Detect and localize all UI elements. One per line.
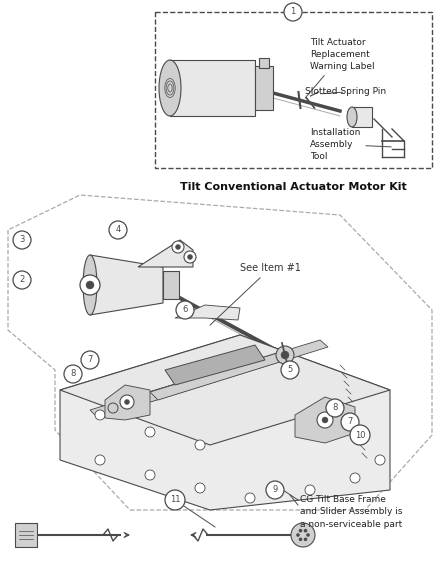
Circle shape	[195, 440, 205, 450]
Circle shape	[13, 271, 31, 289]
Circle shape	[108, 403, 118, 413]
Circle shape	[95, 455, 105, 465]
Circle shape	[284, 3, 302, 21]
Circle shape	[172, 241, 184, 253]
Polygon shape	[90, 255, 163, 315]
Text: Installation
Assembly
Tool: Installation Assembly Tool	[310, 128, 391, 161]
Circle shape	[281, 361, 299, 379]
Polygon shape	[90, 358, 268, 418]
Text: 7: 7	[87, 356, 93, 364]
Circle shape	[299, 529, 302, 533]
Circle shape	[80, 275, 100, 295]
Circle shape	[317, 412, 333, 428]
Circle shape	[145, 427, 155, 437]
Text: 1: 1	[290, 8, 296, 16]
Circle shape	[184, 251, 196, 263]
Circle shape	[350, 425, 370, 445]
Polygon shape	[295, 397, 355, 443]
FancyBboxPatch shape	[170, 60, 255, 116]
Polygon shape	[150, 340, 328, 400]
Circle shape	[322, 417, 328, 423]
Text: 9: 9	[272, 485, 278, 495]
Circle shape	[341, 413, 359, 431]
Circle shape	[291, 523, 315, 547]
Circle shape	[145, 470, 155, 480]
Circle shape	[281, 351, 289, 359]
Text: 4: 4	[115, 225, 121, 235]
Text: CG Tilt Base Frame
and Slider Assembly is
a non-serviceable part: CG Tilt Base Frame and Slider Assembly i…	[300, 495, 403, 529]
Text: 5: 5	[287, 366, 293, 374]
Text: Tilt Actuator
Replacement
Warning Label: Tilt Actuator Replacement Warning Label	[305, 38, 374, 98]
Text: 3: 3	[19, 235, 25, 245]
Circle shape	[176, 301, 194, 319]
Text: See Item #1: See Item #1	[210, 263, 301, 325]
Circle shape	[299, 537, 302, 541]
Text: 2: 2	[19, 276, 25, 284]
Polygon shape	[105, 385, 150, 420]
Circle shape	[176, 245, 180, 249]
Circle shape	[165, 490, 185, 510]
Circle shape	[266, 481, 284, 499]
Circle shape	[187, 255, 193, 259]
Text: Tilt Conventional Actuator Motor Kit: Tilt Conventional Actuator Motor Kit	[180, 182, 407, 192]
FancyBboxPatch shape	[352, 107, 372, 127]
Polygon shape	[120, 349, 298, 409]
Polygon shape	[165, 345, 265, 385]
Circle shape	[305, 485, 315, 495]
Circle shape	[109, 221, 127, 239]
FancyBboxPatch shape	[259, 58, 269, 68]
Circle shape	[95, 410, 105, 420]
Circle shape	[304, 529, 307, 533]
Circle shape	[120, 395, 134, 409]
Circle shape	[13, 231, 31, 249]
Polygon shape	[60, 335, 390, 445]
Circle shape	[245, 493, 255, 503]
Text: Slotted Spring Pin: Slotted Spring Pin	[305, 88, 386, 96]
Ellipse shape	[83, 255, 97, 315]
FancyBboxPatch shape	[15, 523, 37, 547]
Text: 11: 11	[170, 495, 180, 505]
Circle shape	[306, 533, 310, 537]
Text: 10: 10	[355, 430, 365, 440]
Circle shape	[304, 537, 307, 541]
Circle shape	[296, 533, 300, 537]
Circle shape	[125, 399, 129, 405]
Circle shape	[86, 281, 94, 289]
Circle shape	[195, 483, 205, 493]
Circle shape	[375, 455, 385, 465]
FancyBboxPatch shape	[255, 66, 273, 110]
Text: 7: 7	[347, 418, 353, 426]
Circle shape	[81, 351, 99, 369]
Text: 8: 8	[70, 370, 76, 378]
Text: 8: 8	[332, 404, 337, 412]
Ellipse shape	[159, 60, 181, 116]
Circle shape	[64, 365, 82, 383]
Polygon shape	[175, 305, 240, 320]
Polygon shape	[138, 240, 193, 267]
FancyBboxPatch shape	[163, 271, 179, 299]
Circle shape	[326, 399, 344, 417]
Circle shape	[276, 346, 294, 364]
Text: 6: 6	[182, 305, 188, 315]
Polygon shape	[60, 335, 390, 510]
Ellipse shape	[347, 107, 357, 127]
Circle shape	[350, 473, 360, 483]
